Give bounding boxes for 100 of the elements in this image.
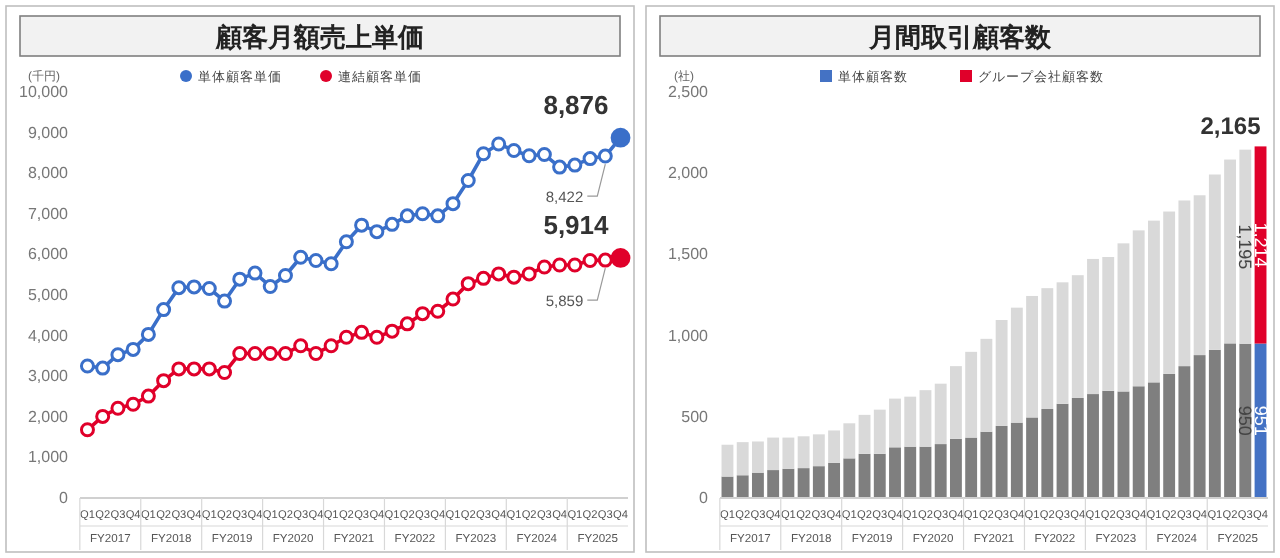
y-tick-label: 5,000 xyxy=(27,286,70,304)
point xyxy=(399,316,415,332)
y-tick-label: 4,000 xyxy=(27,326,70,345)
bar xyxy=(858,414,871,454)
y-tick-label: 1,000 xyxy=(27,448,70,467)
point xyxy=(369,224,385,240)
point xyxy=(338,234,354,250)
y-tick-label: 0 xyxy=(59,489,70,507)
y-tick-label: 2,500 xyxy=(667,83,710,101)
point xyxy=(354,217,370,233)
point xyxy=(460,276,476,292)
bar xyxy=(1056,282,1069,404)
point xyxy=(201,281,217,296)
point xyxy=(293,338,309,354)
point xyxy=(369,329,385,345)
point xyxy=(323,338,339,354)
point xyxy=(110,347,126,363)
point xyxy=(415,206,431,222)
y-tick-label: 500 xyxy=(681,407,710,426)
point xyxy=(430,208,446,224)
point xyxy=(415,306,431,322)
point xyxy=(491,136,507,152)
y-tick-label: 9,000 xyxy=(27,123,70,142)
point xyxy=(186,361,202,377)
point xyxy=(232,345,248,361)
point xyxy=(140,326,156,342)
point xyxy=(460,173,476,189)
bar xyxy=(919,446,932,498)
point xyxy=(354,324,370,340)
point xyxy=(338,329,354,345)
point xyxy=(277,268,293,284)
y-tick-label: 2,000 xyxy=(27,407,70,426)
point xyxy=(277,345,293,361)
y-tick-label: 2,000 xyxy=(667,164,710,183)
y-tick-label: 0 xyxy=(699,489,710,507)
bar xyxy=(721,444,734,477)
point xyxy=(597,252,613,268)
point xyxy=(384,323,400,339)
point xyxy=(95,408,111,424)
point xyxy=(262,345,278,361)
point xyxy=(567,257,583,273)
y-tick-label: 3,000 xyxy=(27,367,70,386)
point xyxy=(308,252,324,268)
point xyxy=(247,345,263,361)
point xyxy=(125,341,141,357)
data-label: 5,914 xyxy=(543,209,611,240)
y-tick-label: 8,000 xyxy=(27,164,70,183)
chart-title: 顧客月額売上単価 xyxy=(214,22,424,52)
point xyxy=(308,345,324,361)
point xyxy=(110,400,126,416)
data-label: 8,876 xyxy=(543,89,609,120)
point xyxy=(262,278,278,294)
data-label: 950 xyxy=(1235,405,1256,436)
bar xyxy=(858,453,871,498)
point xyxy=(171,280,187,296)
bar xyxy=(1117,391,1130,498)
point xyxy=(582,252,598,268)
point xyxy=(201,361,217,377)
data-label: 951 xyxy=(1250,405,1271,436)
point xyxy=(475,270,491,286)
point xyxy=(445,291,461,307)
point xyxy=(140,388,156,404)
point xyxy=(156,302,172,318)
bar xyxy=(1056,403,1069,498)
y-tick-label: 1,000 xyxy=(667,326,710,345)
data-label: 1,214 xyxy=(1250,222,1271,268)
point xyxy=(156,373,172,389)
point xyxy=(79,422,95,438)
point xyxy=(186,279,202,295)
point xyxy=(506,142,522,158)
point xyxy=(597,148,613,164)
point xyxy=(384,216,400,232)
point xyxy=(247,265,263,281)
total-label: 2,165 xyxy=(1200,112,1262,141)
point xyxy=(125,396,141,412)
point xyxy=(430,303,446,319)
y-tick-label: 1,500 xyxy=(667,245,710,264)
point xyxy=(521,266,537,282)
point xyxy=(293,249,309,265)
point xyxy=(79,358,95,374)
point xyxy=(536,259,552,275)
point xyxy=(171,361,187,377)
point xyxy=(506,269,522,285)
point xyxy=(232,271,248,287)
point xyxy=(552,159,568,175)
point xyxy=(521,148,537,164)
point xyxy=(445,196,461,212)
chart-title: 月間取引顧客数 xyxy=(867,22,1053,52)
point xyxy=(567,157,583,173)
point xyxy=(95,360,111,376)
bar xyxy=(1117,243,1130,392)
point xyxy=(475,146,491,162)
point xyxy=(217,293,233,309)
point xyxy=(217,365,233,381)
data-label: 1,195 xyxy=(1235,224,1256,270)
point xyxy=(582,151,598,167)
point xyxy=(536,147,552,163)
point xyxy=(552,257,568,273)
point xyxy=(491,266,507,282)
bar xyxy=(919,390,932,447)
